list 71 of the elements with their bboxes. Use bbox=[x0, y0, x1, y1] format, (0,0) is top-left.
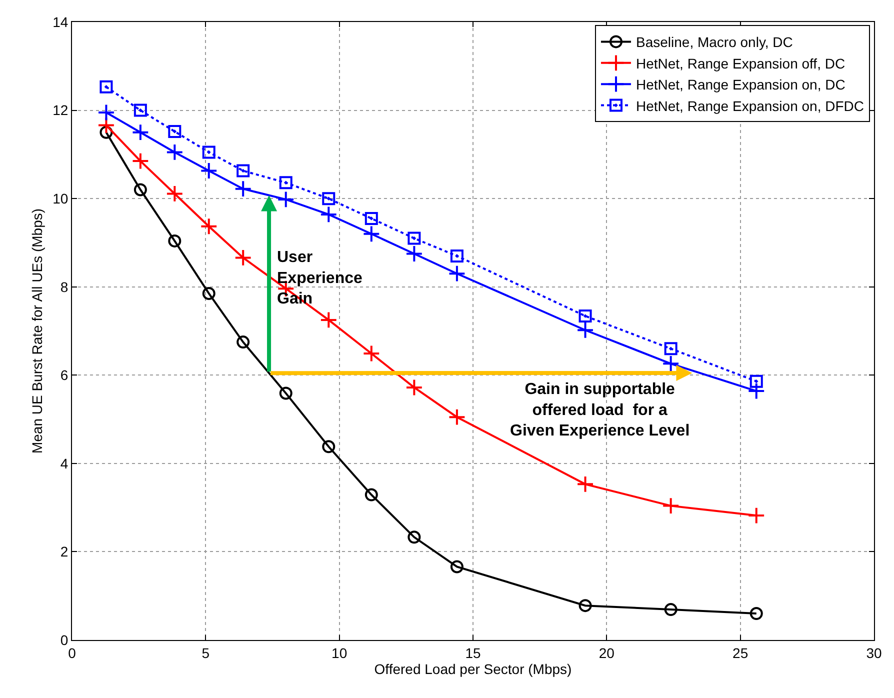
point bbox=[408, 232, 421, 245]
point bbox=[132, 124, 150, 142]
point bbox=[98, 104, 115, 122]
point bbox=[322, 192, 336, 206]
y-tick-label: 6 bbox=[60, 367, 68, 384]
point bbox=[320, 206, 338, 224]
point bbox=[450, 560, 464, 574]
y-tick-label: 10 bbox=[52, 190, 68, 206]
point bbox=[405, 378, 423, 396]
y-tick-label: 12 bbox=[52, 102, 68, 118]
point bbox=[750, 374, 763, 388]
point bbox=[405, 245, 423, 262]
point bbox=[364, 488, 378, 502]
point bbox=[450, 249, 464, 262]
y-tick-label: 0 bbox=[60, 632, 68, 648]
point bbox=[100, 126, 113, 139]
point bbox=[448, 408, 466, 426]
x-tick-label: 5 bbox=[202, 644, 210, 661]
x-tick-label: 15 bbox=[465, 644, 481, 661]
point bbox=[664, 603, 678, 616]
point bbox=[100, 80, 113, 94]
legend-label: HetNet, Range Expansion off, DC bbox=[636, 55, 846, 72]
point bbox=[168, 234, 182, 248]
point bbox=[202, 286, 216, 300]
point bbox=[408, 530, 421, 544]
point bbox=[448, 264, 466, 282]
point bbox=[166, 144, 184, 161]
x-tick-label: 10 bbox=[332, 644, 348, 661]
point bbox=[576, 321, 594, 339]
y-axis-title: Mean UE Burst Rate for All UEs (Mbps) bbox=[29, 208, 46, 454]
point bbox=[279, 176, 292, 190]
point bbox=[576, 475, 594, 493]
point bbox=[234, 180, 252, 198]
x-axis-title: Offered Load per Sector (Mbps) bbox=[374, 661, 572, 678]
point bbox=[748, 506, 766, 524]
point bbox=[362, 225, 380, 243]
point bbox=[202, 146, 216, 159]
x-tick-label: 30 bbox=[866, 644, 882, 661]
y-tick-label: 4 bbox=[60, 455, 68, 472]
legend-label: HetNet, Range Expansion on, DFDC bbox=[636, 98, 864, 114]
point bbox=[362, 344, 380, 362]
point bbox=[578, 599, 592, 612]
point bbox=[750, 607, 763, 620]
point bbox=[200, 218, 218, 236]
point bbox=[168, 124, 182, 138]
y-tick-label: 14 bbox=[52, 14, 68, 30]
point bbox=[277, 190, 295, 208]
point bbox=[200, 162, 218, 180]
point bbox=[662, 497, 680, 515]
point bbox=[662, 354, 680, 372]
point bbox=[664, 342, 678, 356]
x-tick-label: 25 bbox=[732, 644, 748, 661]
point bbox=[748, 382, 766, 400]
point bbox=[234, 249, 252, 266]
legend-label: Baseline, Macro only, DC bbox=[636, 34, 793, 50]
y-tick-label: 2 bbox=[60, 544, 68, 560]
legend-label: HetNet, Range Expansion on, DC bbox=[636, 76, 846, 93]
point bbox=[134, 104, 147, 117]
point bbox=[364, 212, 378, 225]
point bbox=[320, 311, 338, 329]
x-tick-label: 20 bbox=[598, 644, 615, 661]
point bbox=[132, 152, 150, 170]
point bbox=[578, 309, 592, 322]
annotation: Gain in supportable offered load for a Given Experience Level bbox=[510, 381, 690, 440]
point bbox=[236, 336, 250, 349]
point bbox=[236, 164, 250, 178]
point bbox=[322, 440, 336, 454]
y-tick-label: 8 bbox=[60, 278, 68, 295]
point bbox=[279, 386, 292, 400]
point bbox=[134, 183, 147, 196]
point bbox=[166, 185, 184, 202]
